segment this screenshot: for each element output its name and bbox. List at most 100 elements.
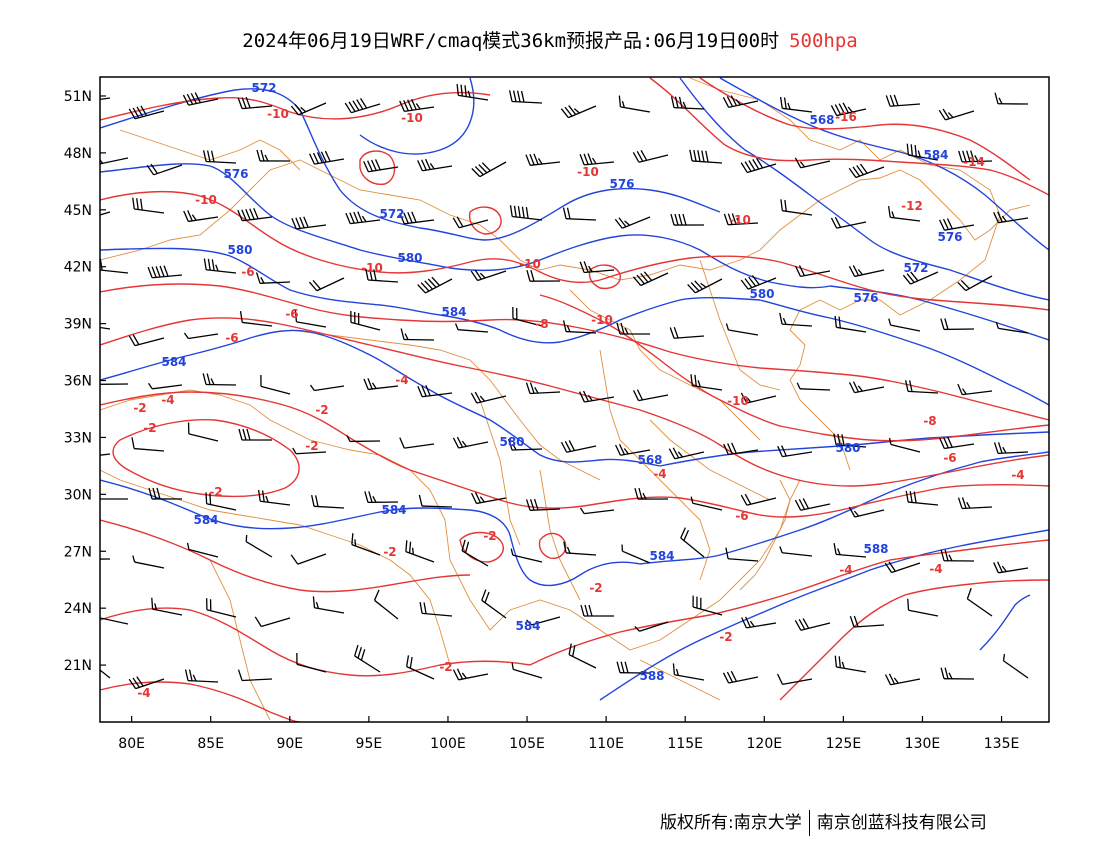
wind-barb — [563, 541, 597, 556]
wind-barb — [128, 676, 165, 690]
temperature-contour-label: -4 — [161, 393, 174, 407]
height-contour-label: 572 — [903, 261, 928, 275]
wind-barb — [255, 272, 291, 284]
wind-barb — [905, 490, 939, 506]
wind-barb — [461, 539, 489, 567]
footer-left: 版权所有:南京大学 — [660, 813, 802, 833]
height-contour — [100, 163, 831, 289]
boundary-line — [289, 329, 601, 481]
wind-barb — [405, 540, 435, 563]
wind-barb — [470, 269, 507, 282]
wind-barb — [939, 436, 975, 450]
wind-barb — [740, 157, 777, 174]
wind-barb — [456, 83, 489, 101]
wind-barb — [452, 216, 489, 229]
wind-barb — [508, 90, 543, 104]
wind-barb — [100, 157, 129, 165]
wind-barb — [260, 374, 291, 395]
wind-barb — [689, 149, 723, 164]
wind-barb — [995, 321, 1029, 334]
temperature-contour — [468, 206, 502, 235]
wind-barb — [907, 598, 939, 617]
wind-barb — [202, 150, 237, 164]
wind-barb — [741, 616, 777, 629]
lat-tick-label: 30N — [64, 487, 92, 503]
wind-barb — [365, 268, 399, 283]
temperature-contours — [100, 77, 1049, 722]
wind-barb — [100, 616, 129, 625]
height-contour-label: 580 — [499, 435, 524, 449]
wind-barb — [568, 643, 597, 669]
temperature-contour-label: -14 — [963, 155, 985, 169]
lon-tick-label: 125E — [826, 736, 862, 752]
wind-barb — [848, 265, 885, 278]
temperature-contour-label: -8 — [535, 317, 548, 331]
wind-barb — [884, 673, 921, 686]
temperature-contour — [529, 539, 1049, 666]
temperature-contour — [589, 484, 1049, 518]
temperature-contour-label: -6 — [285, 307, 298, 321]
lon-tick-label: 110E — [588, 736, 624, 752]
height-contour — [979, 594, 1031, 651]
wind-barb — [834, 315, 867, 333]
wind-barb — [614, 216, 651, 229]
wind-barb — [616, 661, 651, 674]
temperature-labels: -10 -10 -10 -10 -10 -6 -6 -8 -10 -6 -4 -2 -4 -2 -2 -2 -2… — [133, 107, 1024, 700]
temperature-contour-label: -8 — [923, 414, 936, 428]
latitude-axis: 51N 48N 45N 42N 39N 36N 33N 30N 27N 24N 21N — [64, 89, 106, 674]
temperature-contour — [639, 409, 1049, 487]
wind-barb — [940, 667, 975, 680]
wind-barb — [454, 323, 489, 333]
temperature-contour-label: -6 — [735, 509, 748, 523]
wind-barb — [308, 277, 345, 292]
wind-barb — [579, 261, 615, 274]
wind-barb — [363, 378, 399, 391]
wind-barb — [237, 96, 273, 110]
wind-barb — [1002, 654, 1029, 679]
wind-barb — [723, 442, 759, 456]
wind-barb — [526, 270, 561, 282]
wind-barb — [614, 443, 651, 456]
height-contour — [719, 77, 1049, 251]
wind-barb — [849, 615, 885, 628]
wind-barb — [966, 587, 993, 617]
wind-barb — [399, 98, 435, 113]
height-contour-label: 572 — [251, 81, 276, 95]
wind-barb — [203, 258, 237, 274]
wind-barb — [848, 163, 885, 179]
wind-barb — [183, 210, 219, 223]
temperature-contour — [649, 77, 1049, 196]
temperature-contour — [100, 519, 471, 593]
height-contour-label: 576 — [223, 167, 248, 181]
boundary-line — [639, 659, 721, 701]
wind-barb — [672, 663, 705, 681]
wind-barb — [147, 265, 183, 279]
lon-tick-label: 95E — [356, 736, 383, 752]
wind-barb — [309, 384, 345, 392]
wind-barb — [884, 561, 921, 574]
wind-barb — [994, 92, 1029, 105]
height-contour-label: 588 — [863, 542, 888, 556]
wind-barb — [722, 670, 759, 684]
wind-barb — [687, 278, 723, 294]
height-contour-label: 568 — [637, 453, 662, 467]
temperature-contour-label: -10 — [519, 257, 541, 271]
boundary-line — [100, 469, 451, 666]
temperature-contour — [100, 317, 641, 411]
lat-tick-label: 45N — [64, 203, 92, 219]
title-level: 500hpa — [789, 30, 858, 52]
wind-barb — [470, 391, 507, 404]
wind-barb — [296, 653, 327, 673]
height-contours — [100, 77, 1049, 701]
footer-right: 南京创蓝科技有限公司 — [816, 813, 987, 833]
height-contour-label: 584 — [161, 355, 186, 369]
wind-barb — [993, 561, 1029, 574]
wind-barb — [350, 310, 381, 331]
boundary-line — [789, 299, 851, 471]
wind-barb — [794, 157, 831, 169]
map-title: 2024年06月19日WRF/cmaq模式36km预报产品:06月19日00时 5… — [0, 26, 1100, 53]
height-contour-label: 584 — [193, 513, 218, 527]
wind-barb — [722, 95, 759, 109]
lon-tick-label: 115E — [667, 736, 703, 752]
height-contour — [359, 77, 475, 155]
